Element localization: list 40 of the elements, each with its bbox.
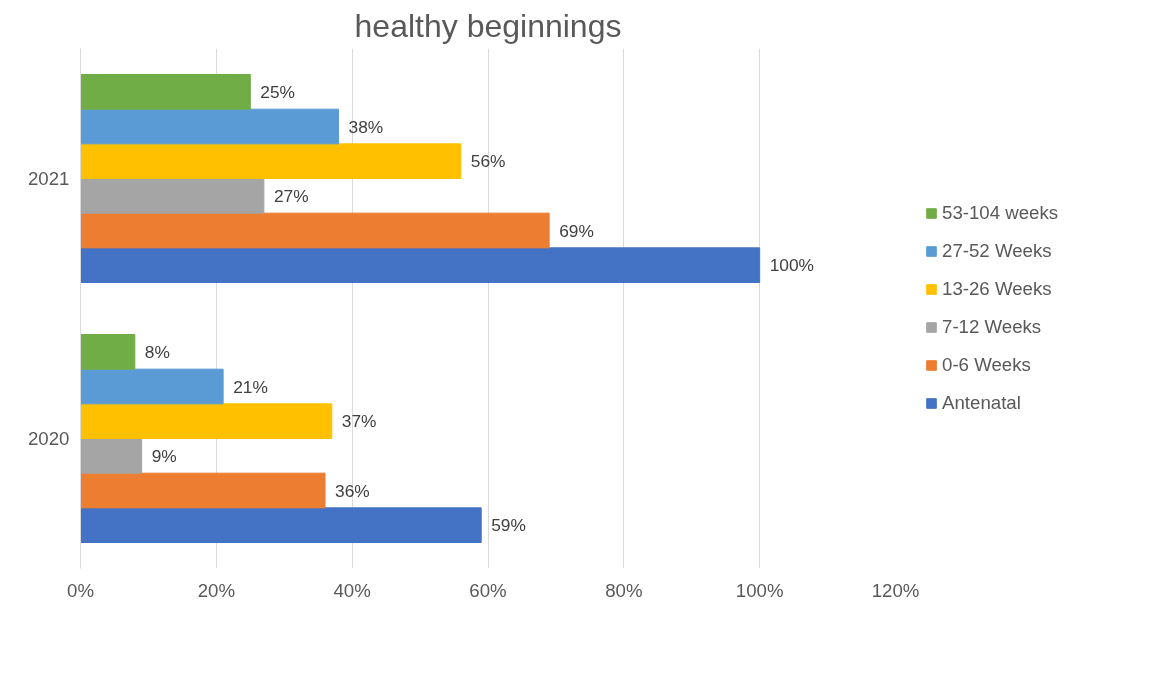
x-tick-label: 120% [871, 579, 920, 601]
y-tick-label: 2021 [28, 168, 70, 189]
legend-label: 53-104 weeks [942, 202, 1059, 224]
data-label: 59% [491, 515, 526, 536]
legend-label: 7-12 Weeks [942, 316, 1042, 338]
data-label: 38% [348, 116, 384, 137]
data-label: 9% [151, 445, 177, 466]
bar [80, 178, 265, 214]
bar [80, 403, 333, 439]
bar [80, 334, 136, 370]
bar [80, 108, 340, 145]
data-label: 25% [260, 81, 295, 102]
data-label: 69% [559, 220, 594, 241]
y-tick-label: 2020 [28, 428, 70, 449]
legend-label: 27-52 Weeks [942, 240, 1052, 262]
data-label: 27% [273, 185, 309, 206]
data-label: 36% [335, 480, 370, 501]
chart-title: healthy beginnings [354, 7, 622, 44]
legend-label: 13-26 Weeks [942, 278, 1052, 300]
data-label: 37% [341, 411, 377, 432]
bar [80, 74, 251, 110]
bar [80, 247, 761, 283]
x-tick-label: 80% [605, 579, 643, 601]
x-tick-label: 20% [197, 579, 236, 601]
data-label: 21% [233, 376, 268, 397]
bar [80, 438, 143, 474]
bar [80, 212, 550, 249]
x-tick-label: 60% [469, 579, 507, 601]
legend-label: Antenatal [942, 392, 1021, 414]
x-tick-label: 100% [735, 579, 784, 601]
data-label: 100% [769, 255, 814, 276]
bar [80, 368, 224, 405]
legend-label: 0-6 Weeks [942, 354, 1031, 376]
x-tick-label: 0% [67, 579, 94, 601]
data-label: 56% [470, 151, 506, 172]
bar [80, 143, 462, 179]
data-label: 8% [144, 341, 170, 362]
bar [80, 507, 482, 543]
bar [80, 472, 326, 509]
x-tick-label: 40% [333, 579, 371, 601]
